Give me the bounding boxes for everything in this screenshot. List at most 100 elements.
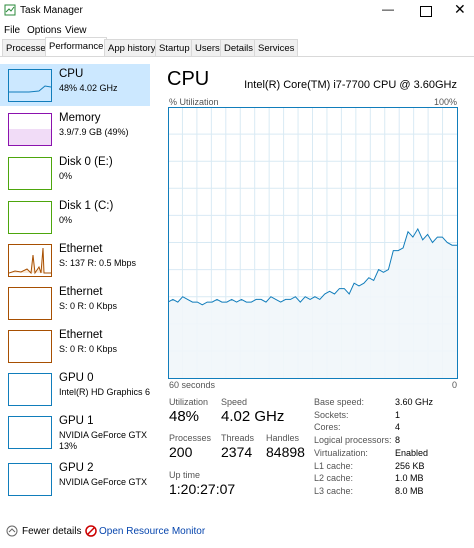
tab[interactable]: App history [104, 39, 160, 57]
stat-value: 1:20:27:07 [169, 481, 236, 497]
stat-label: Speed [221, 397, 248, 407]
mini-graph [8, 201, 52, 234]
mini-graph-line [9, 202, 51, 233]
menu-item[interactable]: View [65, 25, 87, 36]
item-subtitle: 3.9/7.9 GB (49%) [59, 127, 129, 138]
item-title: Memory [59, 112, 101, 124]
mini-graph-line [9, 85, 52, 93]
mini-graph-line [9, 288, 51, 319]
sidebar-item[interactable]: Disk 0 (E:) 0% [0, 152, 150, 194]
mini-graph-line [9, 464, 51, 495]
mini-graph [8, 157, 52, 190]
item-title: Ethernet [59, 243, 103, 255]
mini-graph-line [9, 158, 51, 189]
maximize-button[interactable] [420, 6, 432, 17]
spec-label: L1 cache: [314, 460, 354, 471]
item-title: Disk 1 (C:) [59, 200, 114, 212]
mini-graph-line [8, 247, 51, 275]
item-title: Ethernet [59, 286, 103, 298]
stat-value: 84898 [266, 444, 305, 460]
x-end-label: 0 [451, 380, 457, 390]
cpu-graph [168, 107, 458, 379]
close-button[interactable]: ✕ [454, 1, 466, 17]
mini-fill [9, 129, 51, 145]
fewer-details-link[interactable]: Fewer details [22, 526, 82, 537]
minimize-button[interactable]: — [382, 2, 394, 16]
mini-graph-line [9, 331, 51, 362]
item-subtitle: S: 0 R: 0 Kbps [59, 301, 117, 312]
stat-value: 200 [169, 444, 193, 460]
mini-line [9, 85, 52, 93]
cpu-area [168, 228, 457, 378]
item-line: Intel(R) HD Graphics 630 [59, 387, 150, 397]
panel-title: CPU [167, 68, 210, 90]
sidebar-item[interactable]: Disk 1 (C:) 0% [0, 196, 150, 238]
tab[interactable]: Details [220, 39, 258, 57]
stat-label: Handles [266, 433, 300, 443]
sidebar-item[interactable]: Ethernet S: 0 R: 0 Kbps [0, 282, 150, 324]
collapse-icon[interactable] [6, 525, 18, 537]
window-title: Task Manager [20, 5, 83, 16]
sidebar-item[interactable]: Memory 3.9/7.9 GB (49%) [0, 108, 150, 150]
item-title: GPU 2 [59, 462, 94, 474]
item-line: NVIDIA GeForce GTX 10 [59, 430, 150, 440]
sidebar-item[interactable]: GPU 0 Intel(R) HD Graphics 630 [0, 368, 150, 410]
spec-label: Virtualization: [314, 447, 368, 458]
stat-value: 4.02 GHz [221, 408, 285, 425]
item-title: GPU 1 [59, 415, 94, 427]
spec-value: 8 [395, 435, 401, 446]
spec-value: 3.60 GHz [395, 397, 434, 407]
spec-label: Cores: [314, 422, 341, 433]
spec-value: Enabled [395, 447, 429, 458]
spec-label: Base speed: [314, 397, 365, 407]
item-subtitle: S: 0 R: 0 Kbps [59, 344, 117, 355]
spec-label: L2 cache: [314, 473, 354, 484]
mini-graph [8, 373, 52, 406]
item-line: S: 0 R: 0 Kbps [59, 301, 118, 311]
item-title: Disk 0 (E:) [59, 156, 113, 168]
item-subtitle: NVIDIA GeForce GTX 10 [59, 477, 150, 488]
tab[interactable]: Performance [45, 37, 108, 57]
item-subtitle: Intel(R) HD Graphics 630 [59, 387, 150, 398]
item-line: NVIDIA GeForce GTX 10 [59, 477, 150, 487]
mini-graph-line [9, 374, 51, 405]
cpu-model: Intel(R) Core(TM) i7-7700 CPU @ 3.60GHz [244, 79, 457, 91]
mini-graph [8, 330, 52, 363]
mini-graph [8, 244, 52, 277]
mini-graph-line [9, 129, 51, 145]
mini-graph [8, 463, 52, 496]
spec-value: 1 [395, 409, 401, 420]
menu-item[interactable]: Options [27, 25, 62, 36]
sidebar-item[interactable]: Ethernet S: 137 R: 0.5 Mbps [0, 239, 150, 281]
resource-monitor-link[interactable]: Open Resource Monitor [99, 526, 206, 537]
sidebar-item[interactable]: CPU 48% 4.02 GHz [0, 64, 150, 106]
spec-label: Sockets: [314, 409, 349, 420]
tab-divider [0, 56, 474, 57]
item-subtitle: 0% [59, 171, 72, 182]
spec-label: L3 cache: [314, 485, 354, 496]
spec-label: Logical processors: [314, 435, 392, 446]
mini-line [8, 247, 51, 275]
item-title: Ethernet [59, 329, 103, 341]
item-title: CPU [59, 68, 84, 80]
menu-item[interactable]: File [4, 25, 21, 36]
stat-label: Processes [169, 433, 212, 443]
tab[interactable]: Users [191, 39, 224, 57]
mini-graph [8, 113, 52, 146]
sidebar: CPU 48% 4.02 GHz Memory 3.9/7.9 GB (49%) Dis… [0, 64, 150, 504]
sidebar-item[interactable]: Ethernet S: 0 R: 0 Kbps [0, 325, 150, 367]
monitor-icon[interactable] [85, 525, 97, 537]
y-axis-label: % Utilization [169, 97, 219, 107]
item-line: 0% [59, 215, 73, 225]
app-icon [4, 4, 16, 16]
tab[interactable]: Services [254, 39, 299, 57]
sidebar-item[interactable]: GPU 2 NVIDIA GeForce GTX 10 [0, 458, 150, 500]
item-line: S: 137 R: 0.5 Mbps [59, 258, 137, 268]
spec-value: 4 [395, 422, 401, 433]
item-line: 3.9/7.9 GB (49%) [59, 127, 129, 137]
y-top-label: 100% [433, 97, 457, 107]
tab[interactable]: Startup [155, 39, 194, 57]
item-line: 0% [59, 171, 73, 181]
sidebar-item[interactable]: GPU 1 NVIDIA GeForce GTX 10 13% [0, 411, 150, 453]
